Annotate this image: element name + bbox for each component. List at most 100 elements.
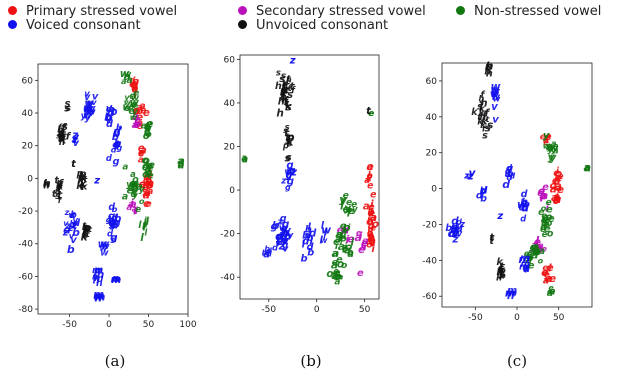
- data-point: i: [134, 117, 138, 129]
- data-point: f: [66, 131, 72, 142]
- data-point: a: [360, 243, 367, 254]
- data-point: s: [281, 86, 287, 97]
- data-point: s: [484, 122, 490, 135]
- data-point: g: [280, 213, 287, 224]
- data-point: e: [367, 181, 373, 192]
- data-point: a: [532, 246, 539, 258]
- data-point: d: [449, 230, 456, 240]
- axes-frame: [239, 54, 380, 300]
- data-point: g: [287, 176, 295, 188]
- data-point: s: [286, 152, 292, 163]
- data-point: g: [116, 142, 122, 152]
- data-point: d: [112, 141, 119, 151]
- data-point: e: [143, 107, 150, 119]
- data-point: b: [280, 227, 288, 240]
- data-point: a: [132, 203, 138, 213]
- data-point: t: [80, 183, 85, 193]
- data-point: s: [55, 191, 61, 202]
- data-point: e: [553, 168, 560, 179]
- data-point: m: [507, 286, 517, 297]
- data-point: k: [471, 107, 478, 118]
- data-point: f: [283, 96, 289, 108]
- data-point: y: [126, 180, 132, 190]
- data-point: n: [281, 234, 287, 244]
- data-point: d: [111, 146, 117, 155]
- data-point: f: [62, 134, 67, 144]
- y-tick-label: -40: [422, 256, 437, 266]
- legend-label: Non-stressed vowel: [474, 4, 602, 19]
- data-point: e: [347, 232, 354, 245]
- data-point: b: [108, 215, 115, 226]
- data-point: b: [70, 210, 77, 221]
- data-point: e: [536, 243, 542, 254]
- data-point: d: [509, 170, 515, 180]
- data-point: t: [500, 260, 506, 273]
- data-point: e: [545, 197, 551, 208]
- y-tick-label: 20: [224, 143, 236, 153]
- data-point: k: [81, 174, 88, 185]
- data-point: e: [146, 169, 152, 180]
- data-point: h: [485, 62, 491, 72]
- data-point: s: [477, 102, 483, 113]
- data-point: t: [485, 114, 490, 124]
- y-tick-label: 40: [426, 113, 438, 123]
- data-point: t: [284, 127, 290, 140]
- data-point: a: [332, 248, 339, 259]
- data-point: w: [87, 106, 95, 116]
- data-point: h: [43, 178, 49, 188]
- data-point: a: [542, 215, 549, 226]
- legend-marker: [8, 20, 17, 29]
- data-point: m: [93, 268, 104, 281]
- data-point: e: [147, 171, 153, 182]
- data-point: p: [83, 223, 91, 234]
- data-point: t: [86, 229, 91, 239]
- data-point: f: [58, 123, 63, 133]
- point-annotation: z: [289, 56, 296, 67]
- data-point: e: [148, 160, 155, 171]
- data-point: i: [363, 241, 366, 251]
- data-point: e: [138, 148, 145, 159]
- data-point: l: [324, 227, 328, 238]
- data-point: g: [110, 232, 118, 244]
- data-point: a: [130, 169, 136, 179]
- data-point: y: [341, 195, 348, 206]
- data-point: y: [547, 150, 555, 163]
- data-point: a: [139, 101, 145, 112]
- data-point: t: [62, 130, 67, 140]
- data-point: v: [466, 171, 474, 183]
- data-point: g: [109, 217, 117, 229]
- data-point: m: [94, 265, 103, 275]
- data-point: a: [344, 244, 351, 257]
- data-point: e: [124, 103, 131, 114]
- data-point: k: [82, 231, 89, 241]
- data-point: v: [494, 86, 501, 97]
- data-point: i: [535, 235, 539, 247]
- data-point: w: [83, 111, 92, 122]
- data-point: a: [367, 229, 373, 239]
- data-point: i: [556, 167, 560, 177]
- data-point: z: [67, 224, 74, 234]
- y-tick-label: -20: [18, 207, 33, 217]
- data-point: k: [81, 182, 88, 192]
- data-point: a: [534, 247, 541, 258]
- data-point: l: [319, 235, 323, 246]
- data-point: a: [539, 187, 545, 197]
- data-point: f: [483, 111, 488, 121]
- data-point: a: [539, 246, 546, 257]
- data-point: s: [285, 123, 290, 133]
- data-point: d: [108, 202, 115, 213]
- data-point: o: [137, 106, 144, 117]
- data-point: h: [57, 130, 63, 140]
- data-point: p: [496, 265, 504, 276]
- data-point: e: [142, 182, 148, 192]
- data-point: e: [132, 106, 139, 117]
- data-point: w: [493, 93, 501, 103]
- data-point: v: [491, 102, 498, 113]
- data-point: e: [541, 211, 547, 221]
- data-point: b: [264, 244, 270, 253]
- data-point: z: [453, 229, 460, 239]
- data-point: a: [355, 231, 362, 244]
- data-point: i: [130, 197, 134, 209]
- data-point: a: [366, 162, 373, 173]
